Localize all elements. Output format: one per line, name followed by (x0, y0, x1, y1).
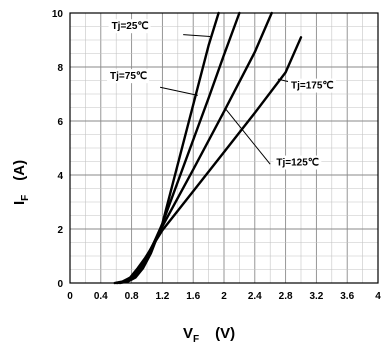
y-tick-label: 10 (52, 9, 64, 20)
label-leader-3 (225, 108, 271, 165)
curve-label-4: Tj=175℃ (291, 81, 334, 92)
curves (113, 11, 303, 285)
label-background-3 (273, 155, 322, 170)
y-tick-label: 6 (57, 117, 63, 128)
x-axis-subscript: F (193, 334, 199, 345)
curve-label-2: Tj=75℃ (110, 71, 147, 82)
x-tick-label: 2.4 (248, 291, 262, 302)
x-axis-title: VF (V) (183, 325, 235, 345)
plot-frame (69, 12, 379, 284)
y-tick-label: 8 (57, 63, 63, 74)
y-axis-symbol: I (11, 201, 28, 205)
x-tick-labels: 0 0.4 0.8 1.2 1.6 2 2.4 2.8 3.2 3.6 4 (67, 291, 381, 302)
y-axis-title: IF (A) (11, 160, 31, 205)
x-tick-label: 0 (67, 291, 73, 302)
y-tick-label: 4 (57, 171, 63, 182)
label-leader-4 (277, 78, 290, 83)
curve-label-3: Tj=125℃ (276, 158, 319, 169)
y-tick-labels: 0 2 4 6 8 10 (52, 9, 64, 290)
x-tick-label: 0.8 (125, 291, 139, 302)
label-background-4 (287, 78, 336, 93)
x-axis-unit: (V) (215, 325, 235, 342)
x-tick-label: 3.2 (309, 291, 323, 302)
curve-labels: Tj=25℃ Tj=75℃ Tj=125℃ Tj=175℃ (107, 19, 336, 170)
label-background-1 (108, 19, 151, 34)
label-background-2 (107, 69, 150, 84)
label-leader-1 (183, 34, 211, 37)
series-line-4 (113, 36, 303, 285)
y-tick-label: 2 (57, 225, 63, 236)
x-axis-symbol: V (183, 325, 193, 342)
x-tick-label: 3.6 (340, 291, 354, 302)
x-tick-label: 1.6 (186, 291, 200, 302)
curve-label-1: Tj=25℃ (112, 21, 149, 32)
y-axis-subscript: F (20, 195, 31, 201)
x-tick-label: 1.2 (155, 291, 169, 302)
x-tick-label: 2.8 (279, 291, 293, 302)
x-tick-label: 0.4 (94, 291, 108, 302)
plot-border (69, 12, 379, 284)
y-tick-label: 0 (57, 279, 63, 290)
label-leader-2 (159, 86, 198, 96)
y-axis-unit: (A) (11, 160, 28, 181)
x-tick-label: 2 (221, 291, 227, 302)
x-tick-label: 4 (375, 291, 381, 302)
